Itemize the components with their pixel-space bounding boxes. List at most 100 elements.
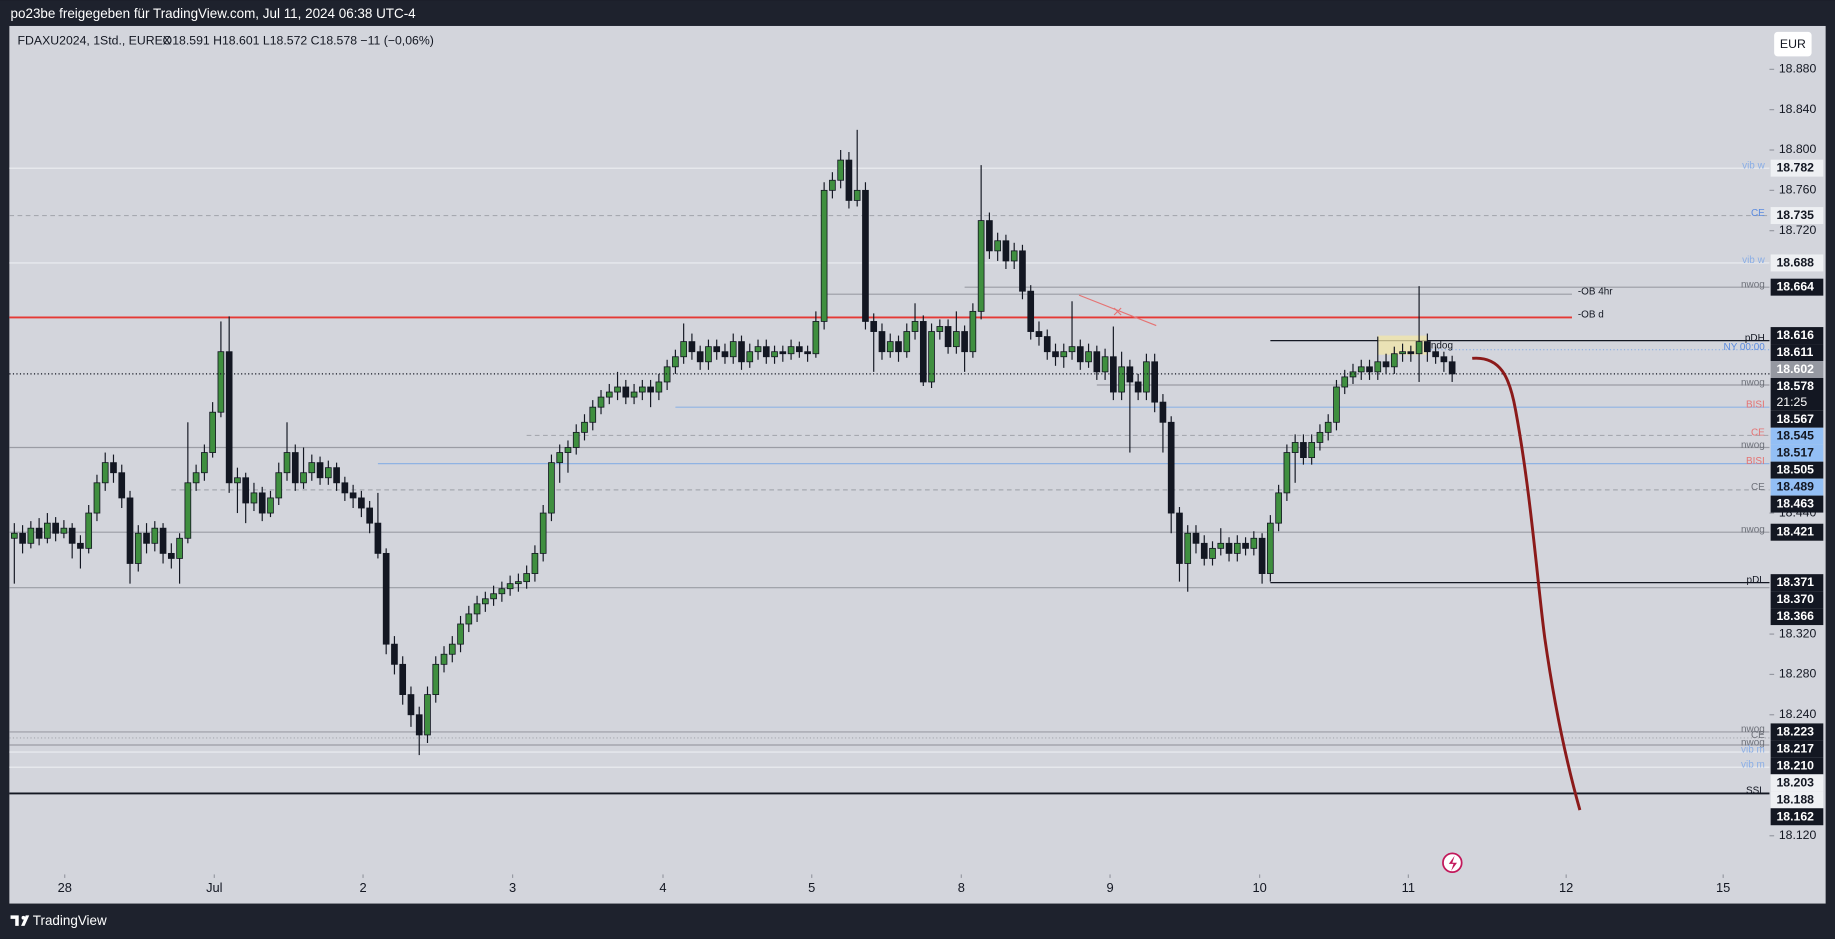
candle-body bbox=[1118, 366, 1125, 393]
share-header: po23be freigegeben für TradingView.com, … bbox=[11, 6, 417, 21]
level-label: nwog bbox=[1741, 724, 1765, 735]
candle-body bbox=[1242, 542, 1249, 549]
price-label: 18.162 bbox=[1776, 809, 1814, 823]
price-label: 18.366 bbox=[1776, 609, 1814, 623]
candle-body bbox=[374, 522, 382, 554]
candle-body bbox=[589, 406, 597, 423]
candle-body bbox=[1159, 401, 1167, 423]
price-label: 18.210 bbox=[1776, 758, 1814, 772]
candle-body bbox=[829, 179, 836, 191]
candle-body bbox=[572, 431, 580, 448]
price-box bbox=[1770, 740, 1824, 758]
footer bbox=[0, 903, 1835, 939]
price-box bbox=[1770, 591, 1824, 609]
candle-body bbox=[1035, 331, 1043, 337]
candle-body bbox=[407, 694, 415, 716]
candle-body bbox=[754, 346, 762, 353]
candle-body bbox=[1308, 442, 1316, 459]
candle-body bbox=[1250, 537, 1258, 549]
currency-box[interactable] bbox=[1774, 31, 1812, 57]
candle-body bbox=[564, 447, 572, 453]
price-label: 18.735 bbox=[1776, 208, 1814, 222]
candle-body bbox=[267, 497, 274, 514]
y-tick-label: 18.840 bbox=[1779, 102, 1817, 116]
level-label: vib m bbox=[1741, 759, 1765, 770]
candle-body bbox=[515, 581, 522, 585]
candle-body bbox=[779, 351, 787, 355]
candle-body bbox=[399, 663, 407, 695]
price-box bbox=[1770, 159, 1824, 177]
candle-body bbox=[366, 507, 373, 524]
candle-body bbox=[209, 411, 216, 453]
candle-body bbox=[473, 603, 481, 615]
level-label: nwog bbox=[1741, 525, 1765, 536]
candle-body bbox=[440, 653, 448, 665]
candle-body bbox=[746, 351, 754, 363]
candle-body bbox=[225, 351, 233, 484]
candle-body bbox=[10, 532, 18, 539]
candle-body bbox=[1275, 492, 1282, 524]
candle-body bbox=[1085, 351, 1092, 363]
candle-body bbox=[77, 542, 84, 549]
candle-body bbox=[771, 351, 778, 358]
candle-body bbox=[556, 452, 564, 464]
candle-body bbox=[928, 331, 935, 383]
candle-body bbox=[184, 482, 192, 539]
price-label: 18.421 bbox=[1776, 525, 1814, 539]
candle-body bbox=[977, 220, 985, 312]
candle-body bbox=[126, 497, 134, 564]
price-box bbox=[1770, 574, 1824, 592]
x-tick-label: 9 bbox=[1106, 880, 1113, 895]
level-label: CE bbox=[1751, 428, 1765, 439]
zone-label: ndog bbox=[1431, 340, 1453, 351]
candle-body bbox=[44, 522, 51, 539]
candle-body bbox=[1019, 250, 1026, 292]
candle-body bbox=[680, 341, 687, 358]
y-tick-label: 18.320 bbox=[1779, 626, 1817, 640]
candle-body bbox=[457, 623, 464, 645]
currency[interactable]: EUR bbox=[1780, 37, 1806, 51]
candle-body bbox=[1357, 366, 1365, 373]
candle-body bbox=[283, 452, 291, 474]
level-label: pDH bbox=[1745, 333, 1765, 344]
candle-body bbox=[1432, 351, 1439, 358]
candle-body bbox=[1448, 361, 1456, 375]
candle-body bbox=[944, 326, 952, 348]
candle-body bbox=[796, 346, 803, 353]
candle-body bbox=[713, 346, 721, 353]
candle-body bbox=[1217, 542, 1225, 549]
candle-body bbox=[672, 356, 679, 368]
price-box bbox=[1770, 344, 1824, 362]
price-label: 18.567 bbox=[1776, 412, 1814, 426]
candle-body bbox=[994, 240, 1001, 252]
x-tick-label: 10 bbox=[1252, 880, 1266, 895]
candle-body bbox=[1225, 542, 1233, 554]
candle-body bbox=[1440, 356, 1448, 363]
candle-body bbox=[696, 351, 704, 363]
price-label: 18.578 bbox=[1776, 379, 1814, 393]
price-box bbox=[1770, 444, 1824, 462]
candle-body bbox=[837, 159, 844, 181]
candle-body bbox=[622, 386, 630, 398]
candle-body bbox=[258, 492, 266, 514]
candle-body bbox=[176, 537, 183, 559]
candle-body bbox=[1184, 532, 1192, 564]
candle-body bbox=[167, 552, 175, 559]
candle-body bbox=[1200, 542, 1208, 559]
candle-body bbox=[1143, 361, 1150, 393]
candle-body bbox=[151, 527, 159, 544]
candle-body bbox=[845, 159, 853, 201]
candle-body bbox=[1043, 336, 1051, 353]
x-tick-label: 12 bbox=[1559, 880, 1573, 895]
candle-body bbox=[936, 326, 944, 332]
candle-body bbox=[506, 583, 514, 590]
level-label: nwog bbox=[1741, 737, 1765, 748]
candle-body bbox=[424, 694, 431, 736]
candle-body bbox=[1027, 290, 1035, 332]
level-label: CE bbox=[1751, 482, 1765, 493]
candle-body bbox=[1052, 351, 1059, 358]
symbol-title: FDAXU2024, 1Std., EUREX bbox=[18, 33, 171, 47]
alert-bolt[interactable] bbox=[1448, 855, 1457, 871]
level-label: SSL bbox=[1746, 786, 1765, 797]
